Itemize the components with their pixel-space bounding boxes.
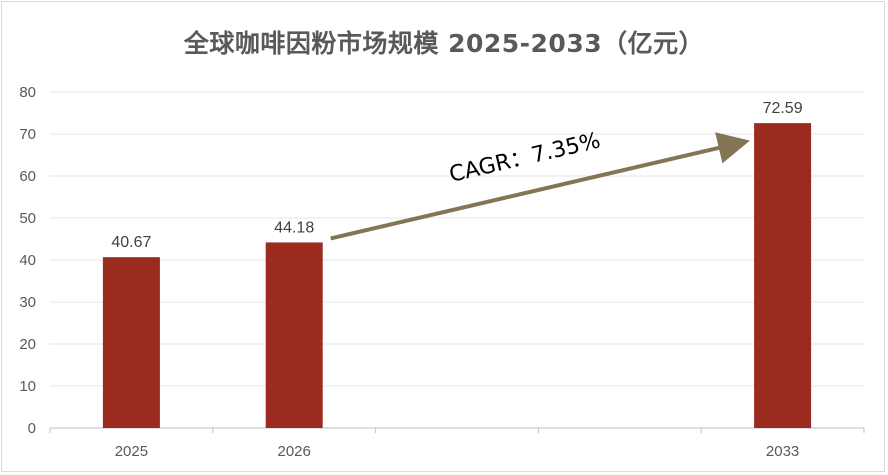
y-tick-label: 20 bbox=[19, 336, 36, 353]
gridlines bbox=[50, 91, 864, 387]
y-tick-label: 80 bbox=[19, 84, 36, 101]
y-tick-label: 50 bbox=[19, 210, 36, 227]
data-label: 44.18 bbox=[274, 219, 314, 236]
y-tick-label: 30 bbox=[19, 294, 36, 311]
data-label: 72.59 bbox=[763, 100, 803, 117]
y-tick-label: 70 bbox=[19, 126, 36, 143]
x-tick-label: 2033 bbox=[766, 443, 799, 460]
cagr-arrow bbox=[330, 132, 750, 241]
x-tick-label: 2026 bbox=[278, 443, 311, 460]
x-tick-label: 2025 bbox=[115, 443, 148, 460]
data-label: 40.67 bbox=[111, 234, 151, 251]
data-labels: 40.67 44.18 72.59 bbox=[111, 100, 802, 251]
bar bbox=[754, 123, 812, 428]
bar bbox=[102, 257, 160, 428]
bars bbox=[102, 123, 812, 428]
y-tick-label: 60 bbox=[19, 168, 36, 185]
y-tick-label: 0 bbox=[28, 420, 36, 437]
y-tick-label: 40 bbox=[19, 252, 36, 269]
cagr-annotation: CAGR：7.35% bbox=[330, 128, 750, 241]
bar bbox=[265, 242, 323, 428]
chart-title: 全球咖啡因粉市场规模 2025-2033（亿元） bbox=[183, 29, 705, 58]
y-tick-label: 10 bbox=[19, 378, 36, 395]
axes: 0 10 20 30 40 50 60 70 80 2025 2026 2033 bbox=[19, 84, 865, 460]
